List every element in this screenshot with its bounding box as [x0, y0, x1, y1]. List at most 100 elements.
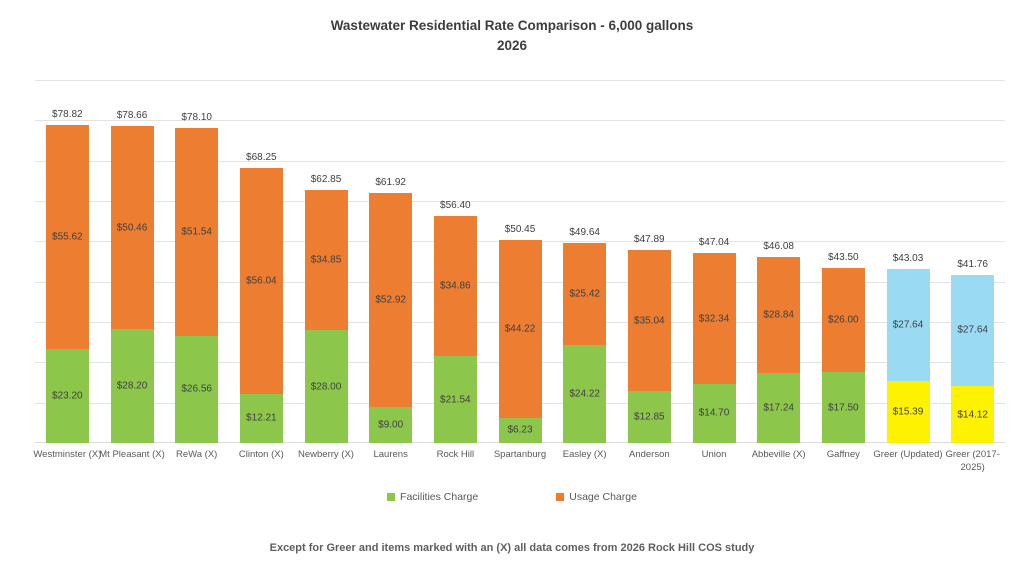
total-value-label: $47.04 [698, 237, 730, 249]
bar-group: $55.62 $23.20 $78.82 [45, 109, 89, 443]
footnote: Except for Greer and items marked with a… [269, 542, 755, 554]
x-axis-label: Gaffney [826, 449, 860, 460]
legend: Facilities Charge Usage Charge [0, 491, 1024, 503]
segment-value-label: $35.04 [634, 315, 665, 327]
gridline [35, 160, 1005, 162]
gridline [35, 80, 1005, 81]
bar-segment-facilities: $12.21 [239, 393, 283, 443]
segment-value-label: $27.64 [957, 324, 988, 336]
legend-marker-icon [387, 493, 396, 501]
x-axis-label: Easley (X) [562, 449, 607, 460]
bar-group: $35.04 $12.85 $47.89 [627, 234, 671, 443]
segment-value-label: $9.00 [378, 419, 404, 431]
bar-group: $52.92 $9.00 $61.92 [369, 177, 413, 443]
gridline [35, 120, 1005, 122]
bar-group: $51.54 $26.56 $78.10 [175, 112, 219, 443]
total-value-label: $61.92 [375, 177, 406, 189]
segment-value-label: $32.34 [698, 313, 730, 324]
bar-segment-facilities: $26.56 [175, 335, 219, 443]
x-axis-label: Union [701, 449, 727, 460]
segment-value-label: $44.22 [504, 323, 536, 335]
segment-value-label: $34.85 [310, 254, 342, 266]
bar-group: $25.42 $24.22 $49.64 [563, 227, 607, 443]
segment-value-label: $28.00 [310, 381, 342, 393]
bar-segment-facilities: $9.00 [369, 406, 413, 443]
segment-value-label: $6.23 [507, 424, 533, 436]
x-axis-label: Abbeville (X) [751, 449, 806, 460]
bar-segment-facilities: $21.54 [433, 356, 477, 443]
segment-value-label: $24.22 [569, 388, 600, 400]
x-axis-label: Spartanburg [493, 449, 547, 460]
bar-segment-facilities: $6.23 [498, 417, 542, 443]
x-axis-label: Westminster (X) [33, 449, 102, 460]
legend-marker-icon [556, 493, 565, 501]
bar-segment-usage: $56.04 [239, 167, 283, 394]
segment-value-label: $25.42 [569, 288, 600, 300]
segment-value-label: $21.54 [440, 394, 471, 406]
bar-segment-facilities: $14.70 [692, 383, 736, 443]
total-value-label: $41.76 [957, 258, 988, 270]
x-axis: Westminster (X) Mt Pleasant (X) ReWa (X) Cl… [33, 449, 1005, 483]
bar-group: $28.84 $17.24 $46.08 [757, 241, 801, 443]
segment-value-label: $56.04 [246, 275, 277, 287]
bar-segment-usage: $50.46 [110, 125, 154, 330]
segment-value-label: $12.85 [634, 411, 665, 423]
bar-segment-usage: $34.85 [304, 189, 348, 331]
segment-value-label: $14.70 [698, 407, 730, 419]
legend-entry: Usage Charge [556, 491, 637, 503]
total-value-label: $78.10 [181, 112, 212, 123]
plot-area: $55.62 $23.20 $78.82 $50.46 $28.20 $78.66 $51.… [35, 80, 1005, 443]
x-axis-label: Clinton (X) [238, 449, 284, 460]
legend-entry: Facilities Charge [387, 491, 478, 503]
bar-segment-facilities: $15.39 [886, 380, 930, 443]
bar-segment-usage: $27.64 [951, 274, 995, 387]
segment-value-label: $26.56 [181, 383, 212, 395]
x-axis-label: Greer (Updated) [873, 449, 943, 460]
x-axis-label: Greer (2017-2025) [945, 449, 1000, 473]
total-value-label: $68.25 [246, 151, 277, 163]
x-axis-label: Mt Pleasant (X) [99, 449, 165, 460]
bar-segment-usage: $27.64 [886, 269, 930, 381]
bar-segment-facilities: $24.22 [563, 345, 607, 443]
bar-segment-usage: $25.42 [563, 242, 607, 346]
total-value-label: $62.85 [310, 173, 342, 185]
bar-segment-facilities: $12.85 [627, 391, 671, 443]
segment-value-label: $14.12 [957, 409, 988, 421]
bar-segment-usage: $44.22 [498, 239, 542, 418]
bar-segment-usage: $35.04 [627, 249, 671, 392]
x-axis-label: Rock Hill [436, 449, 475, 460]
chart-title-line1: Wastewater Residential Rate Comparison -… [330, 18, 694, 33]
bar-group: $34.85 $28.00 $62.85 [304, 174, 348, 443]
bar-segment-usage: $34.86 [433, 215, 477, 357]
segment-value-label: $52.92 [375, 294, 406, 306]
segment-value-label: $15.39 [892, 406, 924, 418]
segment-value-label: $55.62 [52, 231, 83, 243]
bar-segment-usage: $28.84 [757, 257, 801, 374]
total-value-label: $78.66 [116, 109, 148, 121]
bar-segment-facilities: $17.50 [821, 372, 865, 443]
bar-group: $27.64 $14.12 $41.76 [951, 259, 995, 443]
gridline [35, 201, 1005, 202]
bar-segment-facilities: $17.24 [757, 373, 801, 443]
total-value-label: $56.40 [440, 199, 471, 211]
bar-group: $56.04 $12.21 $68.25 [239, 152, 283, 443]
bar-group: $50.46 $28.20 $78.66 [110, 110, 154, 443]
segment-value-label: $28.84 [763, 309, 794, 321]
total-value-label: $50.45 [504, 223, 536, 235]
segment-value-label: $50.46 [116, 222, 148, 233]
total-value-label: $46.08 [763, 241, 794, 253]
bar-segment-facilities: $23.20 [45, 349, 89, 443]
legend-label: Facilities Charge [400, 491, 479, 503]
total-value-label: $78.82 [52, 109, 83, 121]
bar-group: $27.64 $15.39 $43.03 [886, 253, 930, 443]
total-value-label: $43.03 [892, 253, 924, 265]
segment-value-label: $17.50 [828, 402, 859, 414]
bar-group: $44.22 $6.23 $50.45 [498, 224, 542, 443]
bar-group: $34.86 $21.54 $56.40 [433, 200, 477, 443]
x-axis-label: Laurens [373, 449, 408, 460]
segment-value-label: $12.21 [246, 412, 277, 424]
bar-group: $26.00 $17.50 $43.50 [821, 252, 865, 443]
x-axis-label: Newberry (X) [298, 449, 354, 460]
bar-group: $32.34 $14.70 $47.04 [692, 237, 736, 443]
bar-segment-facilities: $28.00 [304, 330, 348, 443]
